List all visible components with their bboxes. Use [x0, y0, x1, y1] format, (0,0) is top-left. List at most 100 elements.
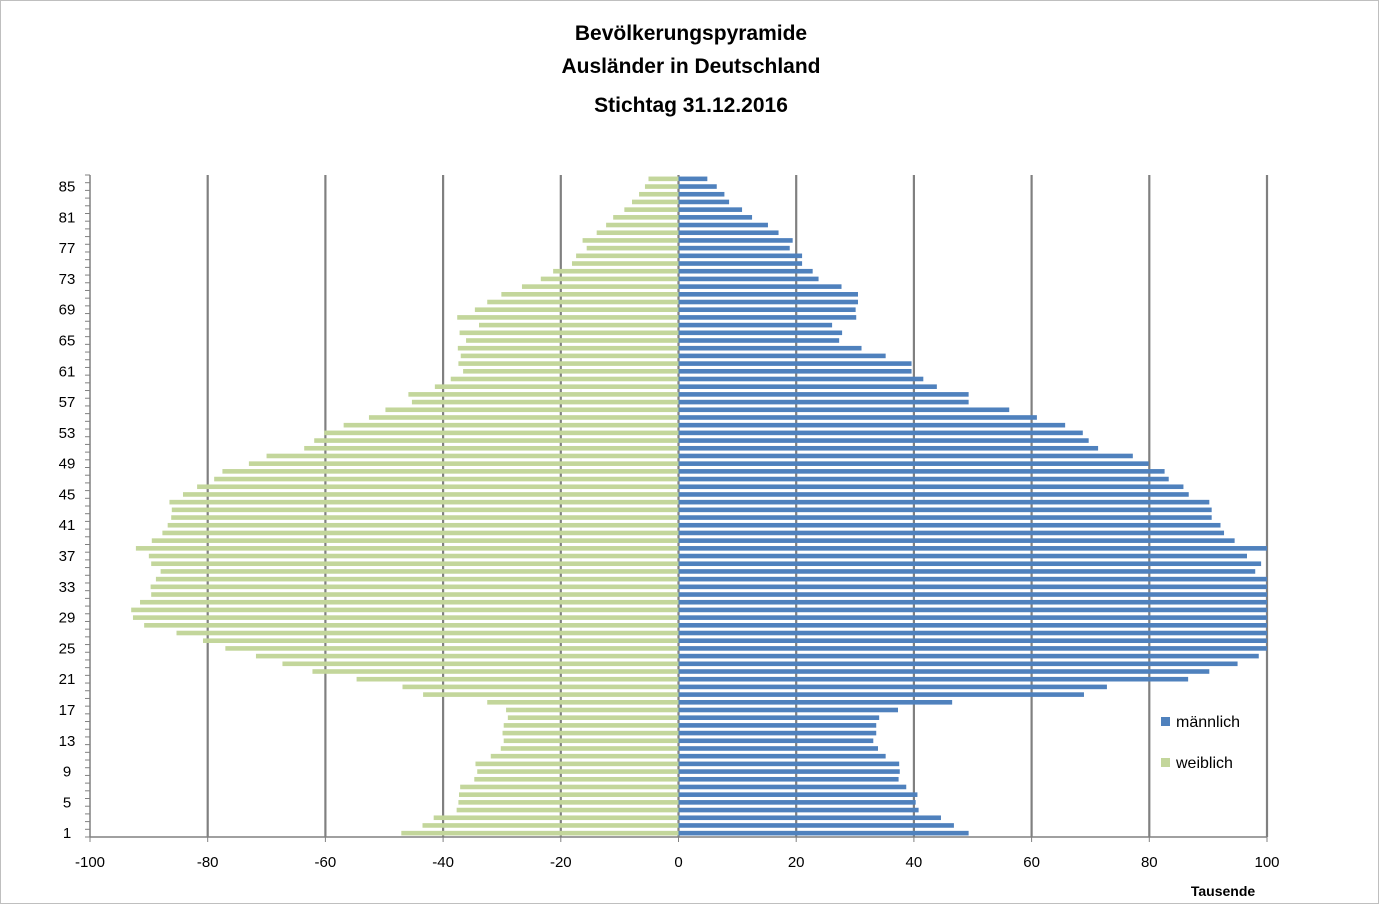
bar-weiblich [456, 807, 679, 813]
bar-maennlich [678, 392, 969, 397]
bar-maennlich [678, 646, 1267, 651]
bar-maennlich [678, 661, 1238, 667]
y-tick-label: 13 [59, 733, 76, 750]
bar-weiblich [135, 546, 679, 551]
bar-weiblich [586, 245, 679, 251]
bar-maennlich [678, 292, 858, 297]
bar-maennlich [678, 730, 877, 736]
bar-maennlich [678, 776, 899, 782]
bar-maennlich [678, 422, 1066, 428]
bar-maennlich [678, 368, 912, 374]
x-tick-label: -100 [75, 854, 105, 871]
x-axis-unit-label: Tausende [1191, 883, 1256, 899]
bar-maennlich [678, 576, 1267, 582]
bar-maennlich [678, 407, 1010, 413]
bar-weiblich [140, 599, 679, 605]
bar-weiblich [457, 315, 679, 320]
y-tick-label: 29 [59, 610, 76, 627]
x-tick-label: -20 [550, 854, 572, 871]
bar-maennlich [678, 338, 840, 343]
bar-weiblich [460, 353, 679, 359]
bar-maennlich [678, 461, 1149, 466]
bar-weiblich [248, 461, 679, 466]
bar-weiblich [540, 276, 679, 282]
bar-weiblich [408, 392, 679, 397]
bar-weiblich [131, 607, 679, 613]
bar-maennlich [678, 615, 1267, 620]
x-tick-label: 80 [1141, 854, 1158, 871]
bar-weiblich [450, 376, 679, 382]
bar-weiblich [506, 707, 679, 713]
bar-weiblich [304, 445, 679, 451]
legend-swatch-weiblich [1161, 758, 1170, 767]
bar-maennlich [678, 738, 874, 744]
bar-maennlich [678, 245, 790, 251]
x-tick-label: 0 [674, 854, 682, 871]
x-tick-label: -40 [432, 854, 454, 871]
bar-weiblich [606, 222, 679, 228]
y-tick-label: 41 [59, 517, 76, 534]
bar-maennlich [678, 330, 843, 336]
bar-maennlich [678, 707, 899, 713]
bar-weiblich [507, 715, 679, 720]
bar-weiblich [458, 800, 679, 805]
bar-maennlich [678, 823, 954, 828]
bar-maennlich [678, 692, 1084, 697]
bar-maennlich [678, 399, 969, 405]
bar-maennlich [678, 453, 1133, 459]
x-tick-label: 20 [788, 854, 805, 871]
bar-maennlich [678, 538, 1235, 543]
bar-weiblich [474, 776, 679, 782]
legend: männlich weiblich [1161, 714, 1240, 772]
bar-weiblich [197, 484, 679, 490]
bar-weiblich [502, 730, 679, 736]
bar-maennlich [678, 176, 708, 182]
bar-weiblich [314, 438, 679, 443]
bar-maennlich [678, 669, 1210, 674]
bar-weiblich [402, 684, 679, 690]
bar-weiblich [225, 646, 679, 651]
bar-weiblich [458, 361, 679, 366]
bar-weiblich [463, 368, 679, 374]
bar-maennlich [678, 445, 1099, 451]
bar-weiblich [477, 769, 679, 774]
chart-title-line-2: Ausländer in Deutschland [561, 55, 820, 78]
x-tick-label: 100 [1254, 854, 1279, 871]
bar-weiblich [167, 522, 679, 528]
bar-weiblich [411, 399, 679, 405]
y-tick-label: 81 [59, 209, 76, 226]
bars [131, 176, 1267, 836]
bar-weiblich [503, 738, 679, 744]
bar-maennlich [678, 199, 730, 205]
bar-weiblich [487, 699, 679, 705]
bar-maennlich [678, 430, 1083, 436]
x-tick-labels: -100 -80 -60 -40 -20 0 20 40 60 80 100 [75, 854, 1280, 871]
bar-weiblich [521, 284, 679, 289]
bar-maennlich [678, 499, 1210, 505]
bar-maennlich [678, 715, 880, 720]
bar-maennlich [678, 222, 768, 228]
bar-maennlich [678, 792, 918, 797]
bar-maennlich [678, 238, 793, 243]
x-tick-label: 40 [906, 854, 923, 871]
axes [85, 174, 1268, 842]
y-tick-label: 77 [59, 240, 76, 257]
bar-maennlich [678, 638, 1267, 644]
bar-maennlich [678, 207, 743, 212]
bar-maennlich [678, 215, 753, 220]
bar-maennlich [678, 253, 803, 259]
bar-maennlich [678, 746, 879, 751]
bar-maennlich [678, 492, 1189, 497]
bar-maennlich [678, 676, 1189, 682]
x-tick-label: -80 [197, 854, 219, 871]
y-tick-label: 53 [59, 425, 76, 442]
bar-weiblich [266, 453, 679, 459]
y-tick-label: 69 [59, 302, 76, 319]
bar-maennlich [678, 284, 842, 289]
bar-weiblich [312, 669, 679, 674]
y-tick-label: 1 [63, 825, 71, 842]
bar-weiblich [433, 815, 679, 821]
bar-weiblich [503, 723, 679, 728]
bar-maennlich [678, 653, 1259, 659]
bar-weiblich [553, 268, 679, 274]
